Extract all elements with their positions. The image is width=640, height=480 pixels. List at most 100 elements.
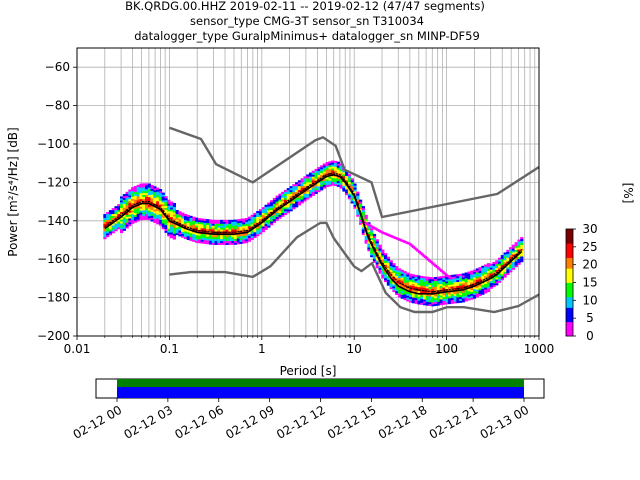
histogram-cell	[489, 286, 493, 289]
histogram-cell	[328, 165, 332, 168]
histogram-cell	[459, 275, 463, 278]
colorbar-cell	[566, 278, 573, 283]
histogram-cell	[167, 203, 171, 206]
histogram-cell	[456, 281, 460, 284]
histogram-cell	[150, 200, 154, 203]
histogram-cell	[278, 193, 282, 196]
histogram-cell	[361, 209, 365, 213]
histogram-cell	[122, 201, 126, 204]
histogram-cell	[495, 279, 499, 282]
histogram-cell	[117, 219, 121, 222]
histogram-cell	[517, 245, 521, 248]
histogram-cell	[270, 205, 274, 209]
histogram-cell	[208, 242, 213, 245]
histogram-cell	[264, 225, 268, 229]
histogram-cell	[122, 205, 126, 208]
histogram-cell	[164, 224, 168, 228]
histogram-cell	[470, 297, 474, 300]
histogram-cell	[153, 199, 157, 202]
histogram-cell	[378, 248, 382, 251]
histogram-cell	[456, 279, 460, 283]
histogram-cell	[220, 231, 224, 234]
histogram-cell	[436, 299, 441, 302]
histogram-cell	[206, 240, 210, 243]
histogram-cell	[470, 278, 474, 281]
histogram-cell	[300, 187, 304, 190]
histogram-cell	[300, 199, 304, 202]
histogram-cell	[289, 189, 293, 193]
histogram-cell	[242, 239, 246, 242]
histogram-cell	[311, 176, 315, 179]
histogram-cell	[506, 267, 510, 270]
histogram-cell	[189, 223, 193, 226]
histogram-cell	[478, 276, 482, 279]
histogram-cell	[500, 264, 504, 267]
histogram-cell	[267, 217, 271, 220]
histogram-cell	[478, 293, 482, 297]
histogram-cell	[456, 299, 460, 302]
histogram-cell	[339, 174, 343, 178]
histogram-cell	[317, 186, 321, 189]
histogram-cell	[286, 191, 290, 195]
histogram-cell	[389, 264, 393, 267]
histogram-cell	[328, 168, 332, 172]
histogram-cell	[411, 245, 416, 248]
histogram-cell	[375, 264, 379, 267]
histogram-cell	[439, 303, 443, 306]
histogram-cell	[286, 207, 290, 210]
histogram-cell	[375, 243, 379, 246]
histogram-cell	[239, 218, 243, 221]
histogram-cell	[370, 228, 374, 231]
histogram-cell	[470, 287, 474, 291]
histogram-cell	[431, 286, 435, 290]
coverage-bar-bottom	[117, 387, 524, 398]
histogram-cell	[339, 184, 343, 187]
histogram-cell	[506, 257, 510, 260]
histogram-cell	[389, 266, 393, 269]
histogram-cell	[172, 202, 176, 206]
histogram-cell	[325, 161, 329, 165]
histogram-cell	[192, 239, 196, 242]
histogram-cell	[186, 222, 190, 225]
histogram-cell	[372, 237, 377, 240]
histogram-cell	[158, 200, 163, 203]
histogram-cell	[320, 182, 324, 185]
histogram-cell	[409, 275, 413, 278]
histogram-cell	[381, 251, 385, 254]
histogram-cell	[106, 231, 110, 234]
histogram-cell	[456, 295, 460, 298]
histogram-cell	[420, 302, 424, 305]
histogram-cell	[489, 271, 493, 274]
histogram-cell	[119, 230, 124, 234]
histogram-cell	[183, 229, 188, 232]
histogram-cell	[511, 260, 516, 263]
histogram-cell	[364, 218, 368, 221]
histogram-cell	[464, 299, 468, 302]
histogram-cell	[389, 271, 393, 274]
histogram-cell	[114, 225, 118, 228]
histogram-cell	[331, 170, 335, 173]
histogram-cell	[428, 288, 432, 291]
histogram-cell	[297, 201, 302, 204]
histogram-cell	[314, 190, 318, 193]
histogram-cell	[217, 225, 221, 228]
histogram-cell	[489, 279, 493, 282]
histogram-cell	[417, 281, 421, 284]
histogram-cell	[367, 228, 371, 231]
histogram-cell	[372, 241, 377, 244]
histogram-cell	[197, 218, 202, 221]
histogram-cell	[347, 174, 352, 177]
histogram-cell	[119, 219, 124, 222]
histogram-cell	[345, 175, 349, 178]
histogram-cell	[256, 218, 260, 221]
histogram-cell	[106, 219, 110, 222]
histogram-cell	[331, 166, 335, 169]
histogram-cell	[500, 256, 504, 260]
histogram-cell	[428, 300, 432, 303]
histogram-cell	[403, 271, 407, 274]
histogram-cell	[500, 270, 504, 273]
histogram-cell	[245, 237, 249, 240]
histogram-cell	[122, 209, 126, 212]
histogram-cell	[461, 298, 466, 301]
histogram-cell	[320, 180, 324, 183]
